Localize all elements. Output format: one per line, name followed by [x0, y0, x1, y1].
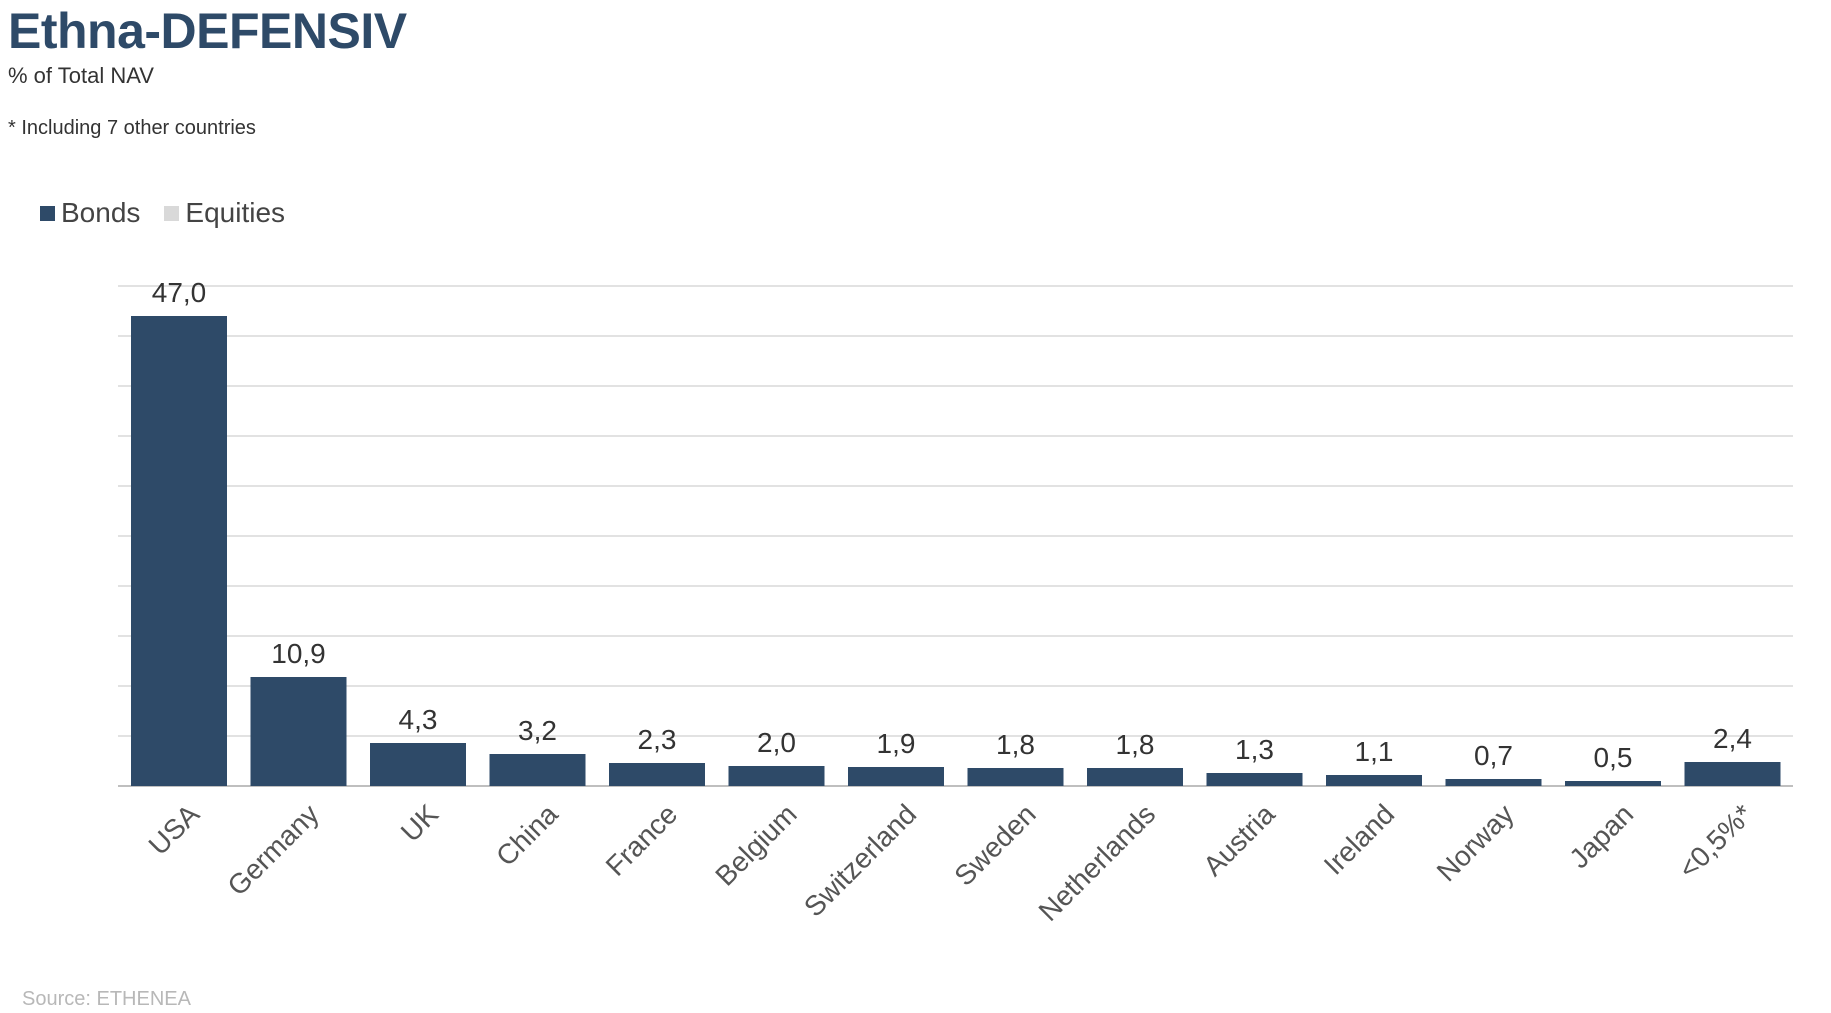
value-label: 3,2: [518, 715, 557, 746]
legend-item-bonds: Bonds: [40, 197, 140, 229]
value-label: 2,4: [1713, 723, 1752, 754]
bar-ireland: [1326, 775, 1422, 786]
bar-chart: 47,0 USA 10,9 Germany 4,3 UK 3,2 China 2,3 France…: [118, 277, 1793, 927]
bar-netherlands: [1087, 768, 1183, 786]
bar-france: [609, 763, 705, 786]
value-label: 1,8: [1116, 729, 1155, 760]
category-label: France: [600, 798, 684, 882]
category-label: USA: [143, 798, 206, 861]
legend-swatch-equities: [164, 205, 180, 221]
legend-label-equities: Equities: [185, 197, 286, 228]
chart-title: Ethna-DEFENSIV: [8, 3, 407, 59]
value-label: 0,7: [1474, 740, 1513, 771]
value-label: 4,3: [399, 704, 438, 735]
value-label: 1,1: [1355, 736, 1394, 767]
category-label: Norway: [1431, 798, 1520, 887]
source-note: Source: ETHENEA: [22, 988, 191, 1010]
category-label: Switzerland: [798, 798, 922, 922]
value-label: 0,5: [1594, 742, 1633, 773]
value-label: 1,3: [1235, 734, 1274, 765]
legend-item-equities: Equities: [164, 197, 285, 229]
legend-swatch-bonds: [40, 205, 55, 221]
bar-japan: [1565, 781, 1661, 786]
category-label: Ireland: [1318, 798, 1400, 880]
bar-china: [489, 754, 586, 786]
category-label: China: [490, 798, 564, 872]
bar-belgium: [728, 766, 825, 786]
bar-norway: [1445, 779, 1542, 786]
category-label: Germany: [221, 798, 324, 901]
bar-germany: [250, 677, 347, 786]
value-label: 1,9: [877, 728, 916, 759]
category-label: Netherlands: [1033, 798, 1162, 927]
legend-label-bonds: Bonds: [61, 197, 141, 228]
category-label: <0,5%*: [1672, 798, 1758, 884]
category-label: Sweden: [948, 798, 1041, 891]
value-label: 2,3: [638, 724, 677, 755]
chart-subtitle: % of Total NAV: [8, 63, 154, 88]
category-label: Austria: [1197, 798, 1281, 882]
bar-usa: [131, 316, 227, 786]
category-label: Belgium: [709, 798, 802, 891]
category-label: Japan: [1563, 798, 1639, 874]
value-label: 1,8: [996, 729, 1035, 760]
chart-footnote: * Including 7 other countries: [8, 117, 256, 139]
chart-legend: Bonds Equities: [40, 197, 285, 229]
bar-uk: [370, 743, 466, 786]
category-label: UK: [395, 798, 445, 848]
bar--0-5-: [1684, 762, 1781, 786]
value-label: 2,0: [757, 727, 796, 758]
bar-austria: [1206, 773, 1303, 786]
bar-switzerland: [848, 767, 944, 786]
value-label: 10,9: [271, 638, 326, 669]
value-label: 47,0: [152, 277, 207, 308]
bar-sweden: [967, 768, 1064, 786]
